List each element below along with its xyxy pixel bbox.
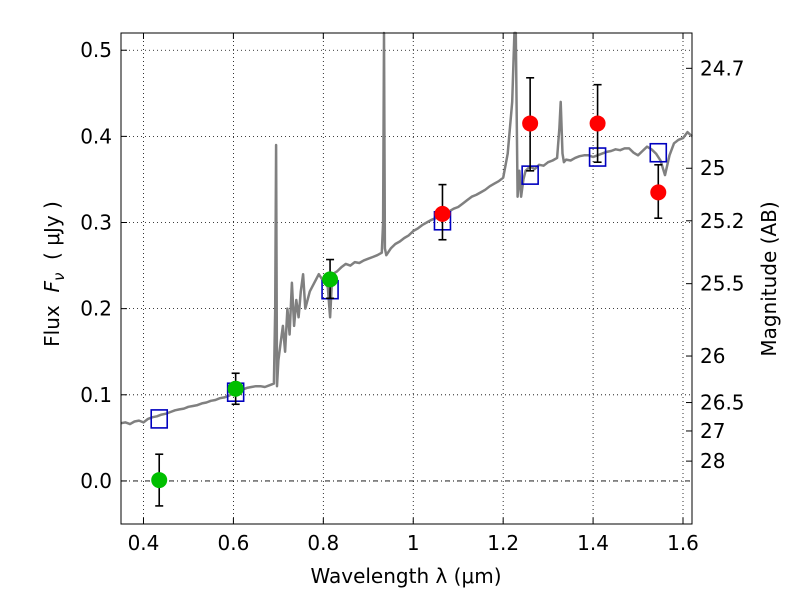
x-tick-label: 1.6 — [667, 531, 699, 555]
x-tick-label: 1 — [407, 531, 420, 555]
model-square-marker — [150, 409, 169, 429]
model-square-marker — [649, 142, 668, 163]
x-tick-label: 1.2 — [487, 531, 519, 555]
labels-layer: 0.4 0.6 0.8 1 1.2 1.4 1.6 0.0 0.1 0.2 0.3 0.4 0.5 24.… — [80, 38, 744, 555]
x-tick-label: 0.4 — [128, 531, 160, 555]
y-tick-label: 0.4 — [80, 124, 112, 148]
red-point — [522, 115, 539, 132]
right-tick-label: 24.7 — [700, 56, 745, 80]
ticks-layer — [121, 33, 692, 524]
right-tick-label: 28 — [700, 449, 725, 473]
y-tick-label: 0.5 — [80, 38, 112, 62]
red-point — [650, 184, 667, 201]
y-tick-label: 0.2 — [80, 297, 112, 321]
right-tick-label: 27 — [700, 419, 725, 443]
y-tick-label: 0.1 — [80, 383, 112, 407]
y-axis-title-unit: ( μJy ) — [40, 201, 64, 273]
x-tick-label: 1.4 — [577, 531, 609, 555]
red-point — [434, 205, 451, 222]
marks-layer — [150, 76, 668, 507]
grid-layer — [121, 33, 692, 524]
spectrum-line — [120, 31, 693, 426]
x-tick-label: 0.6 — [217, 531, 249, 555]
y-axis-title-prefix: Flux — [40, 293, 64, 347]
x-tick-label: 0.8 — [307, 531, 339, 555]
green-point — [151, 472, 168, 489]
y-tick-label: 0.3 — [80, 211, 112, 235]
y-tick-label: 0.0 — [80, 469, 112, 493]
y-axis-title-subscript: ν — [50, 273, 68, 281]
right-tick-label: 25.2 — [700, 209, 745, 233]
plot-frame — [120, 32, 693, 525]
right-tick-label: 25 — [700, 156, 725, 180]
right-tick-label: 25.5 — [700, 272, 745, 296]
y-axis-title-symbol: F — [40, 281, 64, 293]
red-point — [589, 115, 606, 132]
right-tick-label: 26 — [700, 344, 725, 368]
green-point — [322, 271, 339, 288]
green-point — [227, 380, 244, 397]
right-tick-label: 26.5 — [700, 391, 745, 415]
x-axis-title: Wavelength λ (μm) — [310, 564, 501, 588]
right-axis-title: Magnitude (AB) — [757, 201, 781, 356]
y-axis-title: Flux Fν ( μJy ) — [40, 201, 68, 347]
